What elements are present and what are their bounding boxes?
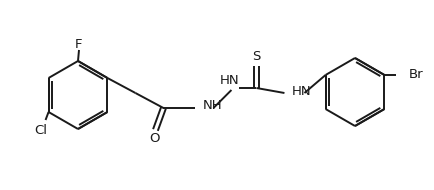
Text: Cl: Cl — [34, 124, 47, 138]
Text: Br: Br — [408, 69, 422, 82]
Text: F: F — [75, 37, 82, 51]
Text: S: S — [252, 51, 260, 63]
Text: NH: NH — [202, 100, 222, 112]
Text: HN: HN — [291, 86, 310, 98]
Text: O: O — [149, 132, 159, 146]
Text: HN: HN — [219, 74, 239, 88]
